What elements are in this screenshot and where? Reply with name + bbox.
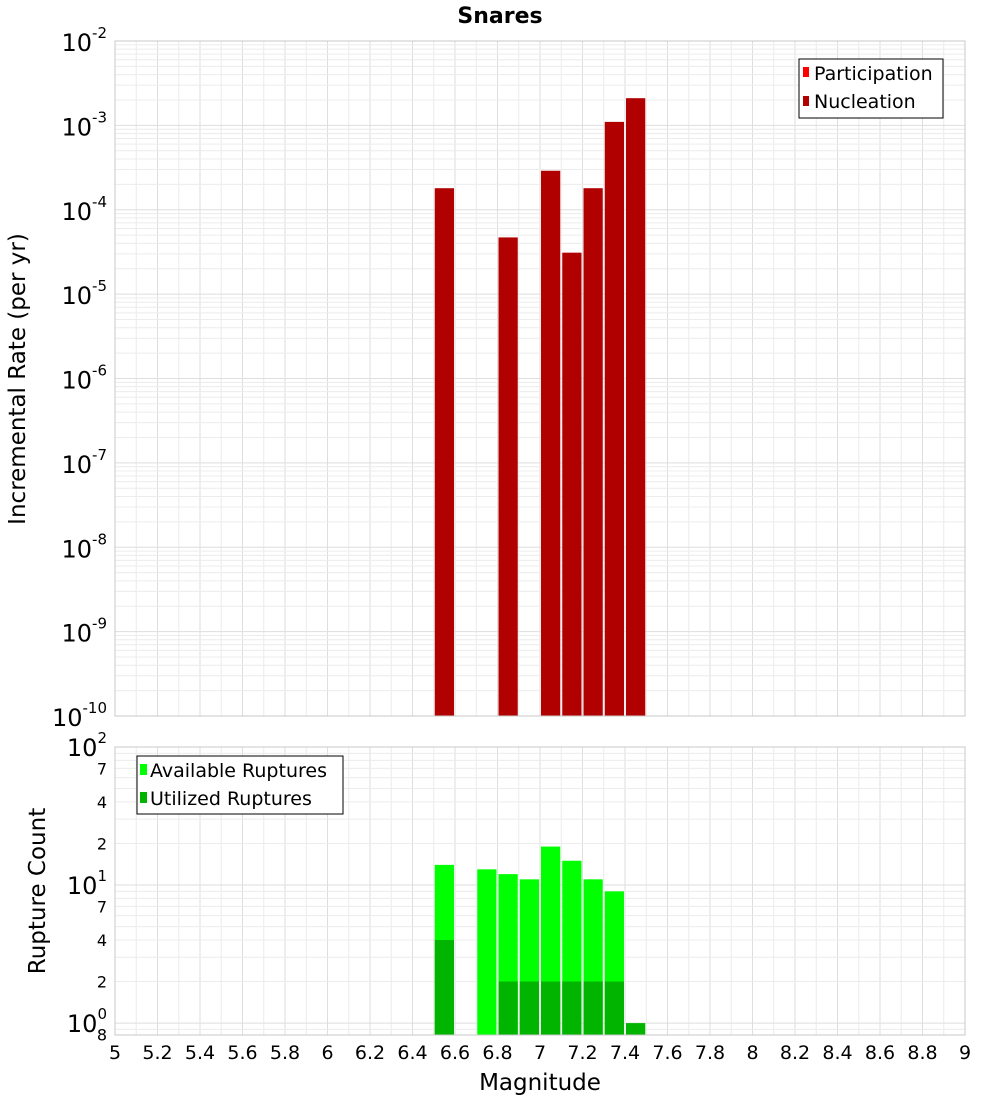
x-axis-label: Magnitude xyxy=(479,1070,601,1096)
bar-nucleation xyxy=(604,121,624,716)
bottom-bars-group xyxy=(434,846,646,1035)
y-tick-label: 10-3 xyxy=(61,108,107,141)
bottom-legend: Available Ruptures Utilized Ruptures xyxy=(136,755,344,815)
x-tick-label: 8 xyxy=(746,1042,758,1064)
y-tick-label: 101 xyxy=(67,867,107,900)
bar-nucleation xyxy=(541,170,561,716)
x-tick-label: 8.4 xyxy=(822,1042,852,1064)
x-tick-label: 5.4 xyxy=(185,1042,215,1064)
chart-title: Snares xyxy=(457,4,542,29)
x-tick-label: 9 xyxy=(959,1042,971,1064)
x-tick-label: 7.2 xyxy=(567,1042,597,1064)
x-tick-label: 5 xyxy=(109,1042,121,1064)
y-tick-label: 10-2 xyxy=(61,24,107,57)
bar-nucleation xyxy=(562,252,582,716)
participation-legend-label: Participation xyxy=(814,63,933,85)
x-tick-label: 6 xyxy=(321,1042,333,1064)
bottom-y-axis-label: Rupture Count xyxy=(25,808,51,974)
x-tick-label: 5.2 xyxy=(142,1042,172,1064)
bar-available-ruptures xyxy=(477,869,497,1035)
x-ticks: 5 5.2 5.4 5.6 5.8 6 6.2 6.4 6.6 6.8 7 7.2 7.4 7.6 7.8 8… xyxy=(109,1042,971,1064)
y-tick-label: 2 xyxy=(97,834,107,853)
utilized-ruptures-legend-label: Utilized Ruptures xyxy=(150,788,312,810)
y-tick-label: 10-5 xyxy=(61,277,107,310)
bar-utilized-ruptures xyxy=(434,939,454,1035)
bar-nucleation xyxy=(626,98,646,716)
y-tick-label: 100 xyxy=(67,1005,107,1038)
x-tick-label: 6.4 xyxy=(397,1042,427,1064)
bar-utilized-ruptures xyxy=(583,981,603,1035)
top-plot-frame xyxy=(114,40,966,717)
y-tick-label: 4 xyxy=(97,931,107,950)
nucleation-legend-swatch xyxy=(803,96,809,106)
top-plot-grid xyxy=(114,41,966,717)
available-ruptures-legend-label: Available Ruptures xyxy=(150,760,327,782)
available-ruptures-legend-swatch xyxy=(140,764,147,775)
y-tick-label: 10-7 xyxy=(61,446,107,479)
top-bars-group xyxy=(434,98,646,717)
x-tick-label: 5.8 xyxy=(270,1042,300,1064)
y-tick-label: 10-4 xyxy=(61,193,107,226)
bar-nucleation xyxy=(498,237,518,716)
x-tick-label: 8.6 xyxy=(865,1042,895,1064)
top-legend: Participation Nucleation xyxy=(798,58,944,119)
bar-utilized-ruptures xyxy=(626,1023,646,1035)
x-tick-label: 6.2 xyxy=(355,1042,385,1064)
y-tick-label: 7 xyxy=(97,759,107,778)
top-y-axis-label: Incremental Rate (per yr) xyxy=(5,233,31,525)
y-tick-label: 10-6 xyxy=(61,362,107,395)
x-tick-label: 8.2 xyxy=(780,1042,810,1064)
y-tick-label: 10-8 xyxy=(61,530,107,563)
top-y-ticks: 10-2 10-3 10-4 10-5 10-6 10-7 10-8 10-9 10-10 xyxy=(52,24,107,732)
x-tick-label: 7.4 xyxy=(610,1042,640,1064)
bar-nucleation xyxy=(583,188,603,717)
x-tick-label: 8.8 xyxy=(907,1042,937,1064)
y-tick-label: 10-9 xyxy=(61,615,107,648)
x-tick-label: 6.6 xyxy=(440,1042,470,1064)
y-tick-label: 102 xyxy=(67,729,107,762)
top-legend-box xyxy=(798,58,944,119)
participation-legend-swatch xyxy=(803,67,809,77)
utilized-ruptures-legend-swatch xyxy=(140,792,147,803)
bar-utilized-ruptures xyxy=(519,981,539,1035)
x-tick-label: 7 xyxy=(534,1042,546,1064)
bar-utilized-ruptures xyxy=(541,981,561,1035)
nucleation-legend-label: Nucleation xyxy=(814,91,916,113)
y-tick-label: 8 xyxy=(97,1025,107,1044)
x-tick-label: 5.6 xyxy=(227,1042,257,1064)
bottom-legend-box xyxy=(136,755,344,815)
x-tick-label: 7.8 xyxy=(695,1042,725,1064)
y-tick-label: 4 xyxy=(97,793,107,812)
y-tick-label: 7 xyxy=(97,897,107,916)
x-tick-label: 6.8 xyxy=(482,1042,512,1064)
bottom-plot-frame xyxy=(114,746,966,1036)
bar-utilized-ruptures xyxy=(604,981,624,1035)
x-tick-label: 7.6 xyxy=(652,1042,682,1064)
y-tick-label: 10-10 xyxy=(52,699,107,732)
y-tick-label: 2 xyxy=(97,973,107,992)
bar-utilized-ruptures xyxy=(498,981,518,1035)
bar-utilized-ruptures xyxy=(562,981,582,1035)
bar-nucleation xyxy=(434,188,454,717)
